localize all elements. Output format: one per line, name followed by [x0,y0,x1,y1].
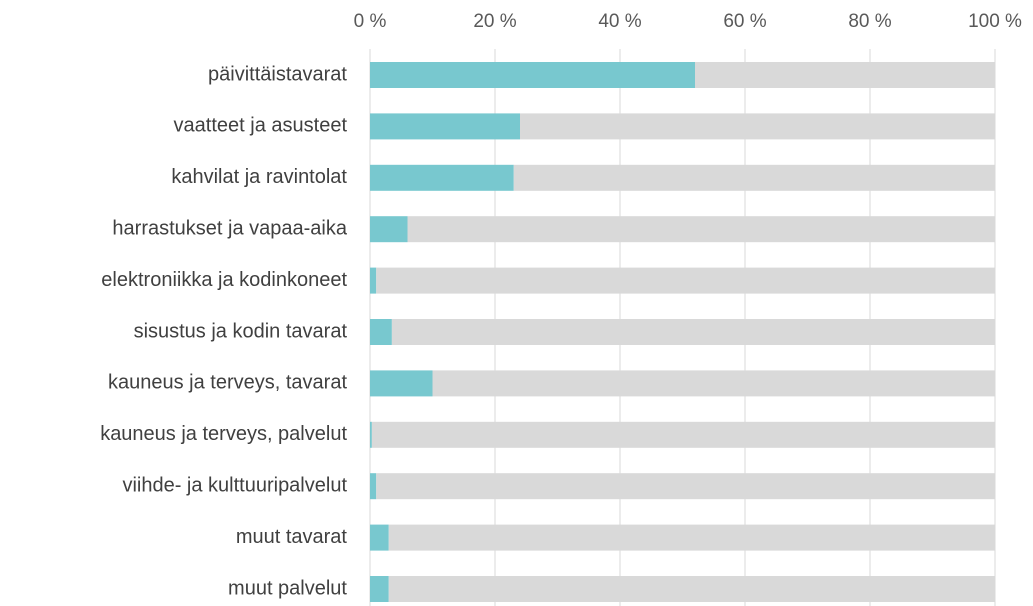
category-label: vaatteet ja asusteet [174,115,348,137]
bar-segment [370,370,433,397]
category-label: muut tavarat [236,526,348,548]
bar-segment [370,473,377,500]
bar-segment [376,473,995,500]
category-label: elektroniikka ja kodinkoneet [101,269,347,291]
category-label: muut palvelut [228,577,347,599]
x-tick-label: 100 % [968,11,1022,32]
bar-segment [370,319,392,345]
bar-segment [376,267,995,294]
category-label: kauneus ja terveys, palvelut [100,423,347,445]
bar-segment [388,524,995,551]
bar-segment [371,421,995,448]
category-label: viihde- ja kulttuuripalvelut [122,474,347,496]
bar-segment [370,267,377,294]
x-tick-label: 80 % [848,11,891,32]
bar-segment [370,576,389,602]
category-label: kahvilat ja ravintolat [171,166,347,188]
bar-segment [370,421,372,448]
bar-segment [388,576,995,602]
bar-segment [695,62,995,88]
category-label: päivittäistavarat [208,63,347,85]
x-tick-label: 0 % [354,11,387,32]
x-tick-label: 40 % [598,11,641,32]
bar-segment [407,216,995,243]
bar-segment [370,113,520,140]
bar-segment [370,62,695,88]
x-tick-label: 60 % [723,11,766,32]
category-label: kauneus ja terveys, tavarat [108,372,347,394]
bar-segment [370,524,389,551]
bar-segment [391,319,995,345]
bar-segment [513,164,995,191]
bar-segment [370,216,408,243]
x-tick-label: 20 % [473,11,516,32]
bar-segment [432,370,995,397]
bar-segment [370,164,514,191]
category-label: sisustus ja kodin tavarat [134,320,348,342]
bar-segment [520,113,995,140]
category-label: harrastukset ja vapaa-aika [112,217,347,239]
